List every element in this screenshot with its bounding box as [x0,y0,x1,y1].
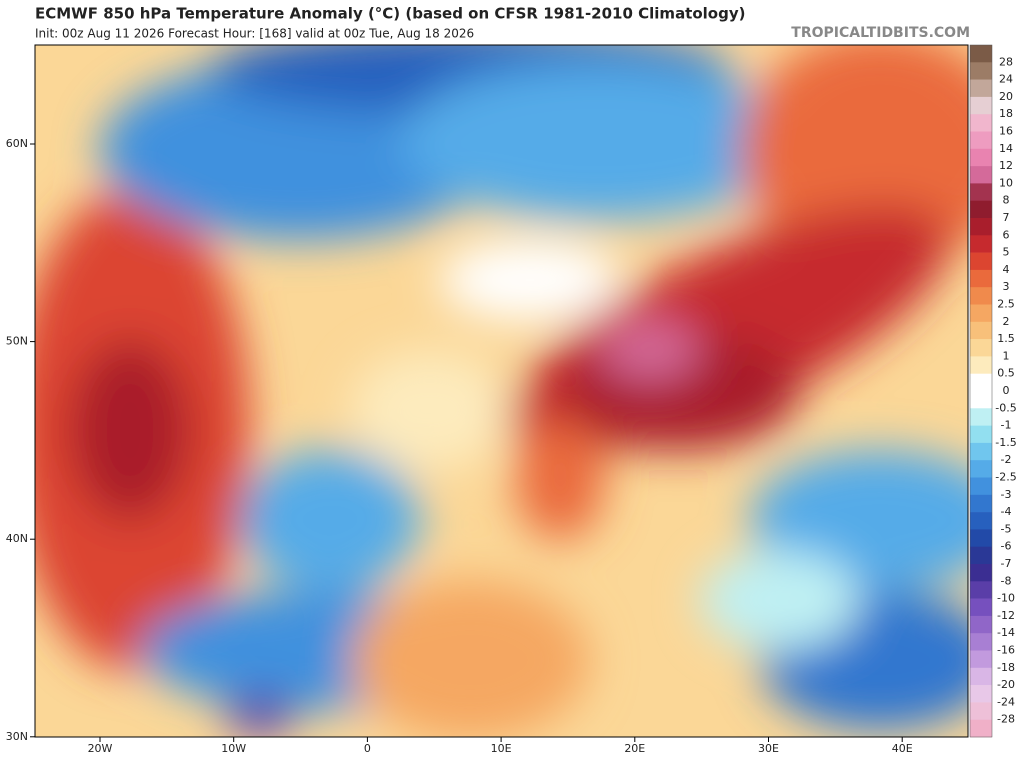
colorbar-label: 28 [999,55,1013,68]
colorbar-swatch [970,252,992,271]
lat-label: 60N [6,137,28,150]
colorbar-label: 0 [1003,384,1010,397]
lon-label: 20E [624,742,645,755]
colorbar-label: 2 [1003,315,1010,328]
colorbar-label: -20 [997,678,1015,691]
colorbar-label: 10 [999,176,1013,189]
brand: TROPICALTIDBITS.COM [791,25,970,41]
colorbar-label: -24 [997,695,1015,708]
map-subtitle: Init: 00z Aug 11 2026 Forecast Hour: [16… [35,27,474,41]
map-title: ECMWF 850 hPa Temperature Anomaly (°C) (… [35,5,745,23]
colorbar-swatch [970,45,992,63]
colorbar-label: 0.5 [997,367,1015,380]
colorbar-swatch [970,235,992,253]
colorbar-swatch [970,218,992,236]
colorbar-label: -2 [1001,453,1012,466]
colorbar-swatch [970,650,992,669]
colorbar-label: -12 [997,609,1015,622]
colorbar-label: -28 [997,713,1015,726]
colorbar-swatch [970,200,992,219]
colorbar-swatch [970,685,992,703]
colorbar-label: 24 [999,73,1013,86]
colorbar-label: -8 [1001,574,1012,587]
lon-label: 10W [221,742,246,755]
colorbar-frame [969,44,993,738]
colorbar-swatch [970,62,992,80]
colorbar-label: 5 [1003,246,1010,259]
lat-label: 30N [6,730,28,743]
colorbar-label: 2.5 [997,298,1015,311]
colorbar-label: -10 [997,592,1015,605]
colorbar-swatch [970,460,992,478]
colorbar-swatch [970,183,992,201]
colorbar-label: 16 [999,125,1013,138]
colorbar-label: 18 [999,107,1013,120]
colorbar-swatch [970,529,992,547]
colorbar-swatch [970,79,992,98]
colorbar-label: -4 [1001,505,1012,518]
colorbar-swatch [970,494,992,513]
colorbar-swatch [970,598,992,617]
colorbar-label: 20 [999,90,1013,103]
colorbar-swatch [970,615,992,634]
lat-label: 50N [6,335,28,348]
colorbar-label: 6 [1003,228,1010,241]
colorbar-label: 7 [1003,211,1010,224]
colorbar-swatch [970,287,992,305]
colorbar-swatch [970,321,992,340]
colorbar-swatch [970,564,992,582]
colorbar-swatch [970,96,992,115]
colorbar-swatch [970,512,992,530]
colorbar-swatch [970,425,992,444]
colorbar-swatch [970,442,992,461]
colorbar-swatch [970,477,992,496]
lat-label: 40N [6,532,28,545]
lon-label: 40E [892,742,913,755]
colorbar-label: -2.5 [995,471,1016,484]
colorbar-swatch [970,702,992,720]
colorbar-swatch [970,667,992,686]
colorbar-label: -14 [997,626,1015,639]
lon-label: 30E [758,742,779,755]
colorbar-label: 4 [1003,263,1010,276]
colorbar-label: 3 [1003,280,1010,293]
colorbar-swatch [970,373,992,392]
colorbar-label: 12 [999,159,1013,172]
colorbar-swatch [970,148,992,167]
colorbar-label: -6 [1001,540,1012,553]
colorbar-label: -18 [997,661,1015,674]
colorbar-label: -1 [1001,419,1012,432]
colorbar-swatch [970,131,992,150]
colorbar-label: 14 [999,142,1013,155]
colorbar-label: -1.5 [995,436,1016,449]
colorbar-swatch [970,304,992,323]
lon-label: 0 [364,742,371,755]
lon-label: 10E [491,742,512,755]
colorbar-swatch [970,356,992,374]
colorbar-swatch [970,166,992,184]
colorbar-label: -7 [1001,557,1012,570]
colorbar-label: 8 [1003,194,1010,207]
colorbar-swatch [970,633,992,651]
colorbar-swatch [970,269,992,288]
colorbar-label: -5 [1001,522,1012,535]
lon-label: 20W [88,742,113,755]
colorbar-swatch [970,581,992,599]
colorbar-label: -3 [1001,488,1012,501]
colorbar-swatch [970,408,992,426]
map-field [35,45,968,737]
colorbar-swatch [970,546,992,565]
colorbar-label: -0.5 [995,401,1016,414]
colorbar-label: -16 [997,644,1015,657]
colorbar-swatch [970,391,992,409]
colorbar-label: 1.5 [997,332,1015,345]
colorbar-swatch [970,114,992,132]
colorbar-swatch [970,719,992,738]
colorbar-label: 1 [1003,349,1010,362]
colorbar-swatch [970,339,992,357]
